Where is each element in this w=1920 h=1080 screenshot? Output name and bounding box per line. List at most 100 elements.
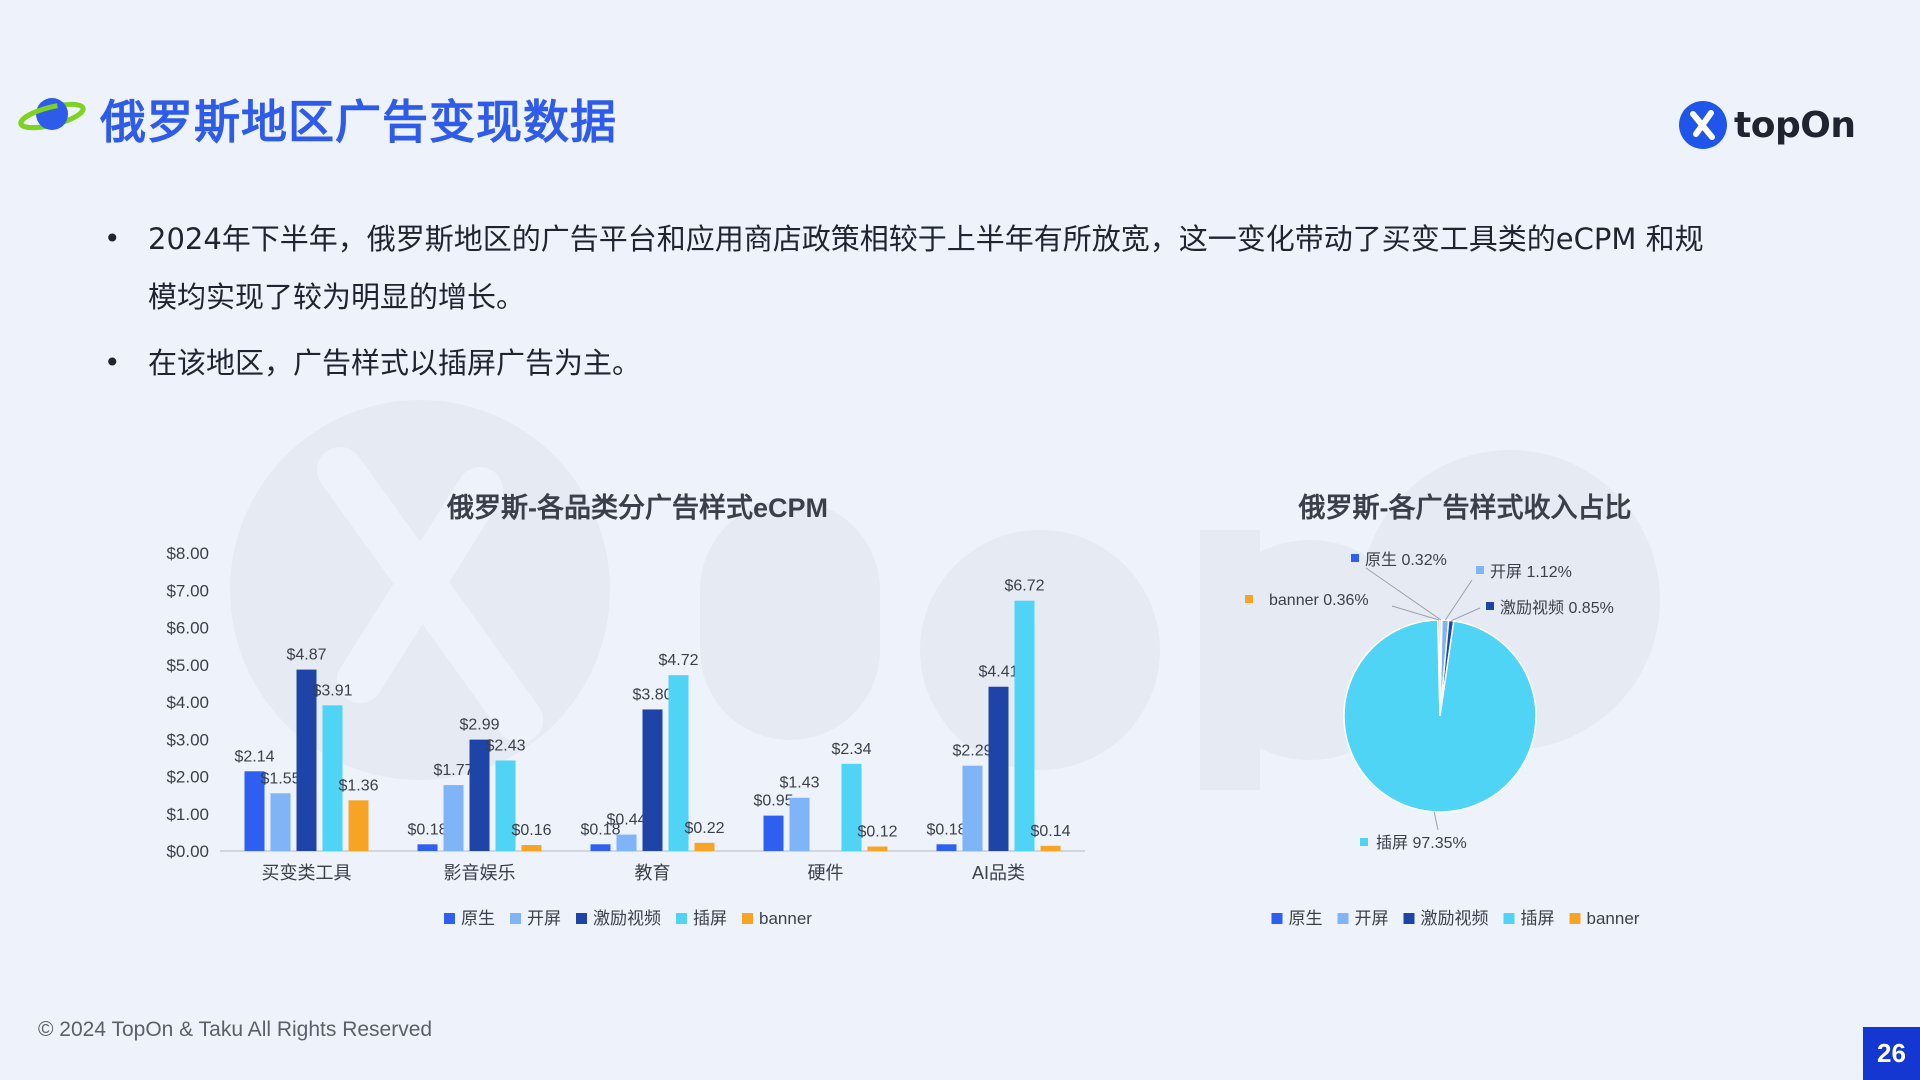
pie-leader-line bbox=[1365, 567, 1442, 621]
bar-chart-legend-swatch bbox=[444, 913, 455, 924]
x-category-label: AI品类 bbox=[972, 863, 1025, 883]
pie-label-swatch bbox=[1360, 838, 1368, 846]
pie-label-swatch bbox=[1476, 566, 1484, 574]
pie-chart-legend-swatch bbox=[1337, 913, 1349, 924]
pie-chart-title: 俄罗斯-各广告样式收入占比 bbox=[1298, 492, 1632, 523]
bar-插屏 bbox=[1014, 600, 1035, 851]
pie-chart-legend-label: 插屏 bbox=[1521, 909, 1555, 928]
page-number-badge: 26 bbox=[1863, 1027, 1920, 1080]
pie-label-swatch bbox=[1486, 602, 1494, 610]
copyright-text: © 2024 TopOn & Taku All Rights Reserved bbox=[38, 1018, 433, 1041]
bar-插屏 bbox=[668, 675, 689, 851]
bar-value-label: $4.41 bbox=[978, 664, 1018, 681]
bar-value-label: $0.16 bbox=[511, 822, 551, 839]
y-tick-label: $7.00 bbox=[166, 581, 209, 600]
bullet-text: 2024年下半年，俄罗斯地区的广告平台和应用商店政策相较于上半年有所放宽，这一变… bbox=[148, 222, 1704, 314]
pie-chart-legend-swatch bbox=[1503, 913, 1515, 924]
pie-chart-legend-swatch bbox=[1271, 913, 1283, 924]
pie-slice-label: 开屏 1.12% bbox=[1490, 564, 1572, 581]
bar-banner bbox=[1040, 845, 1061, 851]
bar-value-label: $1.43 bbox=[779, 775, 819, 792]
y-tick-label: $6.00 bbox=[166, 619, 209, 638]
bar-value-label: $1.36 bbox=[338, 777, 378, 794]
bar-原生 bbox=[763, 815, 784, 851]
bar-value-label: $0.12 bbox=[857, 824, 897, 841]
bar-banner bbox=[348, 800, 369, 851]
pie-chart-legend-label: 开屏 bbox=[1355, 909, 1389, 928]
y-tick-label: $3.00 bbox=[166, 730, 209, 749]
bar-value-label: $1.55 bbox=[260, 770, 300, 787]
bar-原生 bbox=[936, 844, 957, 851]
bar-原生 bbox=[590, 844, 611, 851]
pie-slice-label: 插屏 97.35% bbox=[1376, 834, 1467, 852]
bar-开屏 bbox=[443, 785, 464, 851]
page-title: 俄罗斯地区广告变现数据 bbox=[100, 95, 617, 149]
bar-value-label: $4.87 bbox=[286, 647, 326, 664]
bullet-item: • 在该地区，广告样式以插屏广告为主。 bbox=[104, 346, 642, 380]
bar-value-label: $1.77 bbox=[433, 762, 473, 779]
pie-slice-label: banner 0.36% bbox=[1269, 592, 1369, 609]
ecpm-bar-chart: 俄罗斯-各品类分广告样式eCPM $0.00 $1.00 $2.00 $3.00 $4.0… bbox=[166, 492, 1085, 928]
bar-插屏 bbox=[495, 760, 516, 851]
bar-原生 bbox=[417, 844, 438, 851]
y-tick-label: $5.00 bbox=[166, 656, 209, 675]
bar-插屏 bbox=[841, 763, 862, 851]
pie-label-swatch bbox=[1245, 595, 1253, 603]
bar-插屏 bbox=[322, 705, 343, 851]
bullet-text: 在该地区，广告样式以插屏广告为主。 bbox=[148, 346, 642, 380]
y-tick-label: $0.00 bbox=[166, 842, 209, 861]
bar-原生 bbox=[244, 771, 265, 851]
bar-开屏 bbox=[270, 793, 291, 851]
pie-label-swatch bbox=[1351, 554, 1359, 562]
bar-banner bbox=[694, 842, 715, 851]
x-category-label: 硬件 bbox=[808, 863, 844, 883]
pie-chart-legend-swatch bbox=[1569, 913, 1581, 924]
x-category-label: 教育 bbox=[635, 863, 671, 883]
bar-value-label: $0.18 bbox=[580, 821, 620, 838]
bar-banner bbox=[867, 846, 888, 851]
y-tick-label: $1.00 bbox=[166, 805, 209, 824]
bar-激励视频 bbox=[642, 709, 663, 851]
pie-chart-legend-label: 激励视频 bbox=[1421, 909, 1489, 928]
bar-chart-legend-swatch bbox=[576, 913, 587, 924]
bar-chart-legend-swatch bbox=[510, 913, 521, 924]
bar-value-label: $4.72 bbox=[658, 652, 698, 669]
pie-slice-label: 激励视频 0.85% bbox=[1500, 599, 1614, 617]
bar-chart-legend-label: 激励视频 bbox=[593, 909, 661, 928]
bullet-item: • 2024年下半年，俄罗斯地区的广告平台和应用商店政策相较于上半年有所放宽，这一… bbox=[104, 222, 1704, 314]
bar-chart-legend-label: 插屏 bbox=[693, 909, 727, 928]
topon-logo: topOn bbox=[1678, 98, 1856, 152]
y-tick-label: $4.00 bbox=[166, 693, 209, 712]
pie-chart-legend-label: banner bbox=[1587, 909, 1640, 928]
pie-leader-line bbox=[1451, 607, 1481, 622]
bar-value-label: $2.99 bbox=[459, 717, 499, 734]
bar-value-label: $0.18 bbox=[926, 821, 966, 838]
bar-chart-legend-swatch bbox=[742, 913, 753, 924]
bar-chart-legend-swatch bbox=[676, 913, 687, 924]
bar-banner bbox=[521, 845, 542, 851]
bar-value-label: $6.72 bbox=[1004, 578, 1044, 595]
bullet-list: • 2024年下半年，俄罗斯地区的广告平台和应用商店政策相较于上半年有所放宽，这一… bbox=[100, 210, 1720, 400]
y-tick-label: $2.00 bbox=[166, 768, 209, 787]
bar-value-label: $2.29 bbox=[952, 743, 992, 760]
bar-value-label: $3.80 bbox=[632, 686, 672, 703]
bar-激励视频 bbox=[988, 686, 1009, 851]
pie-leader-line bbox=[1444, 579, 1473, 621]
pie-chart-legend-swatch bbox=[1403, 913, 1415, 924]
bar-value-label: $0.14 bbox=[1030, 823, 1070, 840]
bar-chart-legend-label: banner bbox=[759, 909, 812, 928]
bar-开屏 bbox=[962, 765, 983, 851]
bar-value-label: $2.14 bbox=[234, 748, 274, 765]
bar-value-label: $2.34 bbox=[831, 741, 871, 758]
topon-logo-icon bbox=[1679, 101, 1727, 149]
bar-chart-legend-label: 原生 bbox=[461, 909, 495, 928]
y-tick-label: $8.00 bbox=[166, 544, 209, 563]
x-category-label: 买变类工具 bbox=[262, 863, 352, 883]
bar-value-label: $3.91 bbox=[312, 682, 352, 699]
pie-slice-label: 原生 0.32% bbox=[1365, 551, 1447, 569]
bar-激励视频 bbox=[469, 739, 490, 851]
bar-chart-title: 俄罗斯-各品类分广告样式eCPM bbox=[446, 492, 828, 523]
bar-value-label: $0.22 bbox=[684, 820, 724, 837]
bar-value-label: $0.44 bbox=[606, 812, 646, 829]
